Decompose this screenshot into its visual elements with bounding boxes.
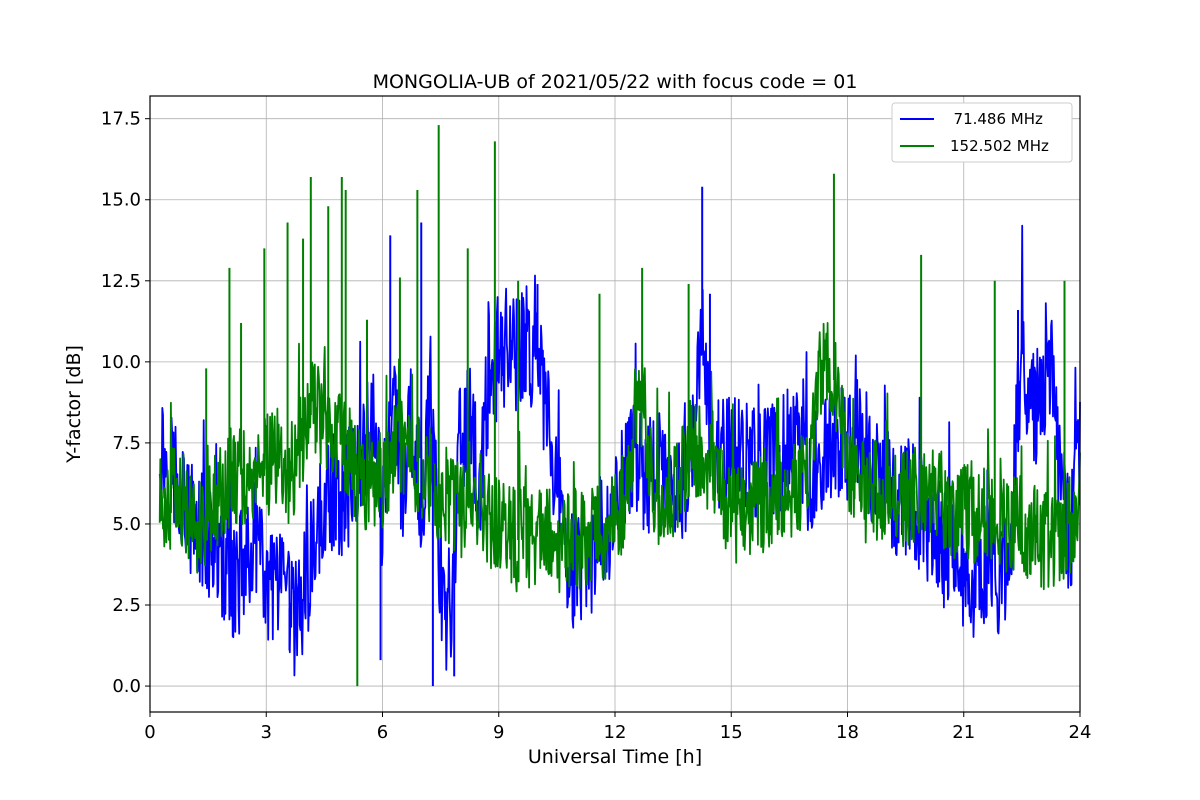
x-tick-label: 24 bbox=[1069, 722, 1092, 743]
chart-title: MONGOLIA-UB of 2021/05/22 with focus cod… bbox=[373, 71, 858, 93]
x-tick-label: 3 bbox=[261, 722, 272, 743]
legend-label-series-2: 152.502 MHz bbox=[950, 137, 1049, 155]
series-layer bbox=[158, 125, 1081, 687]
y-tick-label: 7.5 bbox=[112, 433, 141, 454]
x-tick-label: 0 bbox=[144, 722, 155, 743]
y-tick-label: 0.0 bbox=[112, 676, 141, 697]
x-axis-title: Universal Time [h] bbox=[528, 746, 702, 768]
x-tick-label: 18 bbox=[836, 722, 859, 743]
legend: 71.486 MHz 152.502 MHz bbox=[891, 102, 1073, 163]
x-tick-label: 21 bbox=[952, 722, 975, 743]
x-tick-label: 15 bbox=[720, 722, 743, 743]
x-tick-label: 9 bbox=[493, 722, 504, 743]
y-tick-label: 15.0 bbox=[101, 190, 141, 211]
ticks: 0 3 6 9 12 15 18 21 24 0.0 2.5 5.0 7.5 10.0 12.5 15.0 17… bbox=[101, 109, 1092, 743]
y-tick-label: 2.5 bbox=[112, 595, 141, 616]
legend-label-series-1: 71.486 MHz bbox=[944, 110, 1043, 128]
y-tick-label: 17.5 bbox=[101, 109, 141, 130]
series-line-2 bbox=[158, 322, 1081, 594]
y-tick-label: 10.0 bbox=[101, 352, 141, 373]
x-tick-label: 6 bbox=[377, 722, 388, 743]
y-tick-label: 5.0 bbox=[112, 514, 141, 535]
y-axis-title: Y-factor [dB] bbox=[63, 345, 85, 464]
x-tick-label: 12 bbox=[604, 722, 627, 743]
legend-box bbox=[891, 102, 1073, 163]
y-tick-label: 12.5 bbox=[101, 271, 141, 292]
